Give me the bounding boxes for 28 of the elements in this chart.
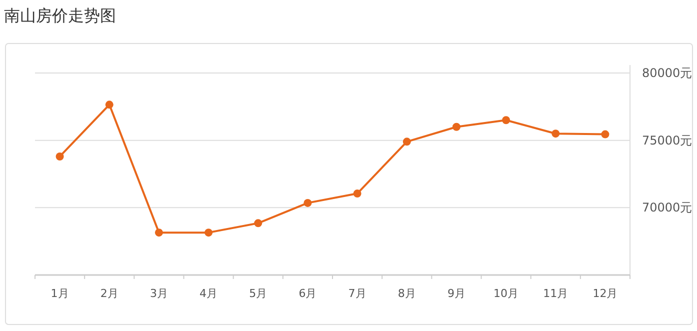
- point: [502, 116, 510, 124]
- point: [154, 228, 163, 237]
- point: [105, 100, 114, 109]
- point: [56, 152, 64, 160]
- x-tick-label: 12月: [592, 287, 618, 300]
- x-tick-label: 5月: [249, 287, 268, 300]
- y-tick-label: 75000元: [642, 133, 692, 148]
- x-tick-label: 1月: [50, 287, 69, 300]
- point: [601, 130, 610, 138]
- x-tick-label: 4月: [200, 287, 218, 300]
- x-tick-label: 11月: [543, 287, 568, 300]
- point: [402, 138, 411, 146]
- point: [452, 122, 460, 131]
- point: [254, 219, 262, 228]
- x-tick-label: 10月: [494, 287, 519, 300]
- x-tick-label: 7月: [348, 287, 366, 300]
- point: [552, 130, 560, 138]
- y-tick-label: 70000元: [642, 200, 692, 215]
- x-tick-label: 8月: [398, 287, 416, 300]
- point: [353, 190, 362, 198]
- chart-title: 南山房价走势图: [4, 6, 116, 25]
- point: [204, 228, 213, 237]
- y-tick-label: 80000元: [642, 66, 692, 80]
- x-tick-label: 9月: [447, 287, 466, 300]
- x-tick-label: 6月: [298, 287, 317, 300]
- x-tick-label: 3月: [150, 287, 168, 300]
- x-tick-label: 2月: [100, 287, 118, 300]
- point: [304, 198, 312, 207]
